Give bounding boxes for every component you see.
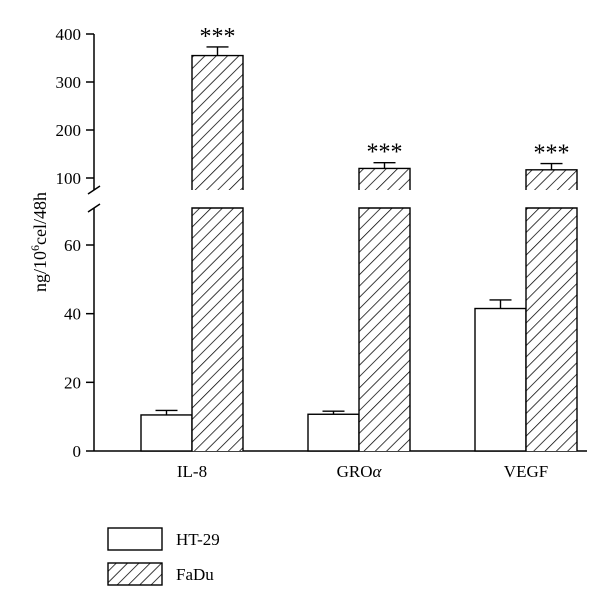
y-tick-label: 20 <box>64 373 81 392</box>
y-tick-label: 100 <box>56 169 82 188</box>
y-axis-label-superscript: 6 <box>28 245 42 251</box>
x-tick-label: GROα <box>337 462 383 481</box>
significance-label: *** <box>367 140 403 166</box>
legend-label-ht29: HT-29 <box>176 530 220 549</box>
bar-fadu-1-upper <box>358 167 411 190</box>
bar-fadu-1-lower <box>358 207 411 451</box>
axis-break-mark-upper <box>87 185 101 195</box>
y-tick-label: 200 <box>56 121 82 140</box>
x-tick-label-text: IL-8 <box>177 462 207 481</box>
bar-fadu-0-upper <box>191 54 244 190</box>
bar-ht29-1 <box>307 413 360 452</box>
legend: HT-29 FaDu <box>107 527 220 586</box>
x-tick-label-text: GRO <box>337 462 373 481</box>
y-tick-label: 0 <box>73 442 82 461</box>
legend-swatch-fadu <box>107 562 163 586</box>
y-tick-label: 40 <box>64 305 81 324</box>
legend-swatch-ht29 <box>107 527 163 551</box>
axis-break-mark-lower <box>87 203 101 213</box>
x-tick-labels: IL-8 GROα VEGF <box>177 462 548 481</box>
bar-fadu-0-lower <box>191 207 244 451</box>
y-axis: 0 20 40 60 100 200 300 400 <box>56 25 101 461</box>
y-tick-label: 300 <box>56 73 82 92</box>
significance-label: *** <box>534 141 570 167</box>
legend-label-fadu: FaDu <box>176 565 214 584</box>
y-tick-label: 60 <box>64 236 81 255</box>
bars: *** *** *** <box>140 24 578 452</box>
y-axis-label: ng/106cel/48h <box>28 192 50 292</box>
significance-label: *** <box>200 24 236 50</box>
bar-ht29-0 <box>140 414 193 452</box>
y-axis-label-prefix: ng/10 <box>30 251 50 292</box>
bar-fadu-2-upper <box>525 169 578 190</box>
bar-fadu-2-lower <box>525 207 578 451</box>
y-tick-label: 400 <box>56 25 82 44</box>
x-tick-label-text: VEGF <box>504 462 548 481</box>
x-tick-label: IL-8 <box>177 462 207 481</box>
x-tick-label: VEGF <box>504 462 548 481</box>
bar-ht29-2 <box>474 307 527 452</box>
x-tick-label-greek: α <box>372 462 382 481</box>
y-axis-label-suffix: cel/48h <box>30 192 50 245</box>
